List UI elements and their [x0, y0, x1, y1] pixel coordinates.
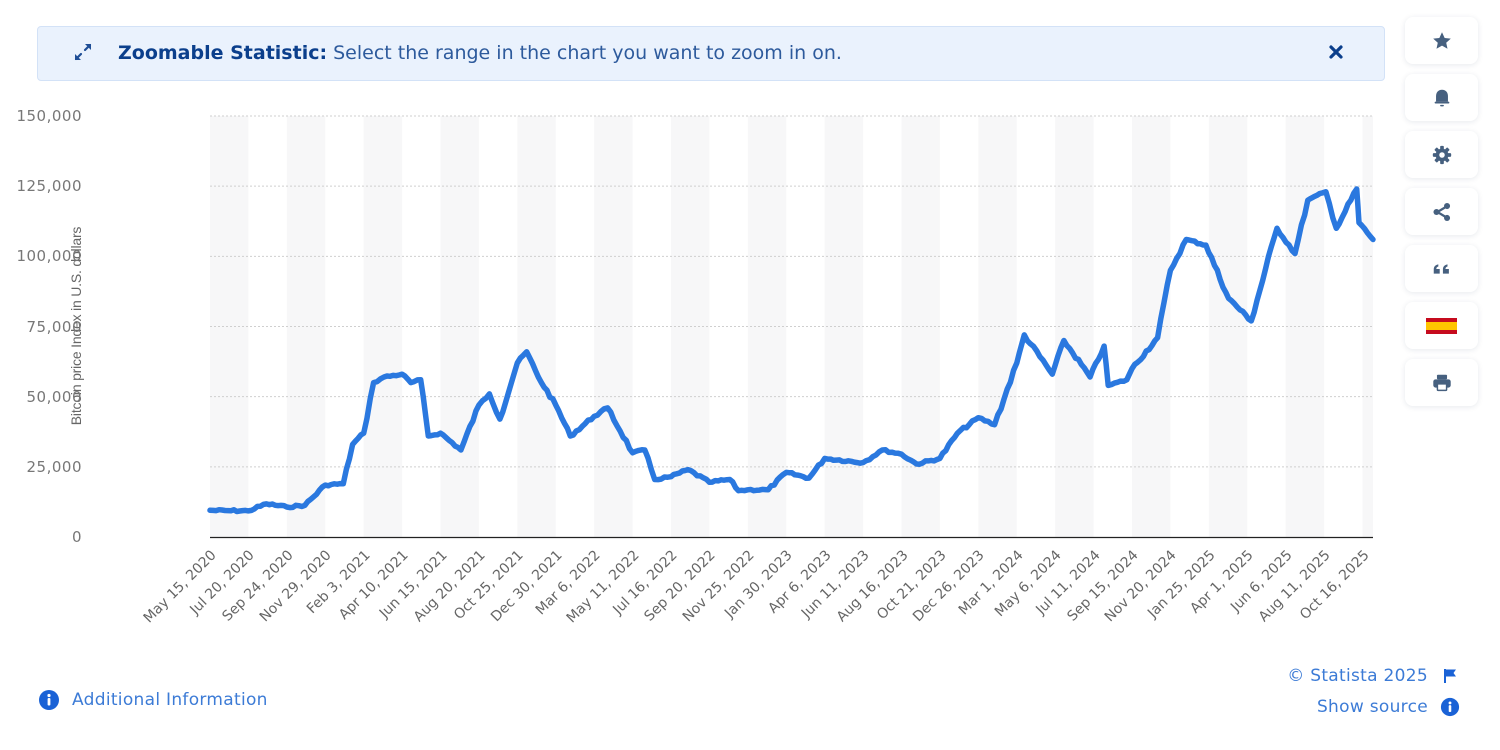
copyright-label: © Statista 2025 [1287, 666, 1428, 686]
copyright-link[interactable]: © Statista 2025 [1287, 662, 1460, 690]
close-icon [1329, 45, 1343, 59]
cite-button[interactable] [1405, 245, 1478, 292]
flag-icon [1444, 669, 1456, 683]
additional-information-label: Additional Information [72, 690, 268, 710]
star-icon [1432, 31, 1451, 49]
favorite-button[interactable] [1405, 17, 1478, 64]
printer-icon [1432, 374, 1451, 391]
show-source-label: Show source [1316, 697, 1428, 717]
y-tick-label: 150,000 [16, 107, 82, 125]
y-tick-label: 75,000 [26, 317, 82, 336]
bell-icon [1434, 89, 1449, 106]
info-icon [1440, 697, 1460, 717]
y-tick-label: 0 [71, 528, 82, 546]
price-line[interactable] [207, 186, 1376, 515]
gear-icon [1432, 145, 1451, 164]
spain-flag-icon [1426, 317, 1457, 334]
zoomable-statistic-banner: Zoomable Statistic: Select the range in … [37, 26, 1385, 81]
close-banner-button[interactable] [1324, 40, 1348, 64]
source-links: © Statista 2025 Show source [1287, 662, 1460, 724]
banner-title: Zoomable Statistic: [118, 42, 328, 64]
additional-information-link[interactable]: Additional Information [38, 689, 268, 711]
banner-message: Select the range in the chart you want t… [333, 42, 842, 64]
expand-arrows-icon [72, 41, 94, 63]
side-toolbar [1405, 17, 1478, 416]
bitcoin-price-chart[interactable]: Bitcoin price Index in U.S. dollars 0 25,… [0, 0, 1400, 660]
settings-button[interactable] [1405, 131, 1478, 178]
y-tick-label: 100,000 [16, 247, 82, 266]
y-tick-label: 25,000 [26, 457, 82, 476]
y-tick-label: 125,000 [16, 177, 82, 196]
print-button[interactable] [1405, 359, 1478, 406]
show-source-link[interactable]: Show source [1287, 693, 1460, 721]
info-icon [39, 690, 59, 710]
y-tick-label: 50,000 [26, 387, 82, 406]
banner-text: Zoomable Statistic: Select the range in … [118, 42, 842, 64]
language-spanish-button[interactable] [1405, 302, 1478, 349]
share-button[interactable] [1405, 188, 1478, 235]
share-icon [1432, 202, 1450, 221]
notifications-button[interactable] [1405, 74, 1478, 121]
plot-area[interactable] [0, 0, 1400, 660]
quote-icon [1433, 263, 1449, 274]
